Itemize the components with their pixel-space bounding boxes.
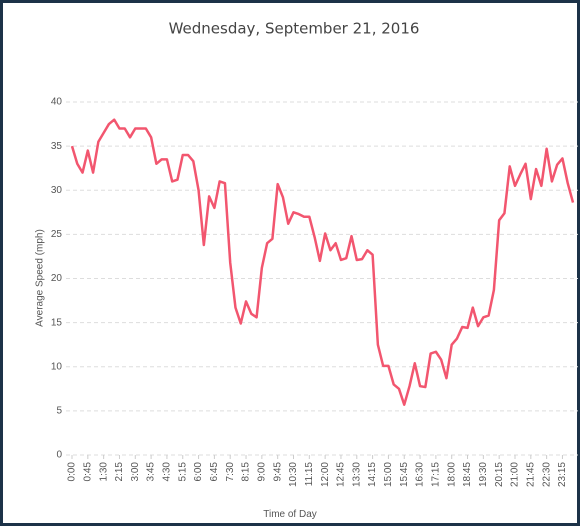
y-axis-label: Average Speed (mph) — [35, 229, 46, 327]
x-tick-label: 4:30 — [162, 462, 173, 482]
x-tick-label: 6:00 — [193, 462, 204, 482]
x-tick-label: 9:45 — [272, 462, 283, 482]
x-tick-label: 7:30 — [225, 462, 236, 482]
x-tick-label: 3:00 — [130, 462, 141, 482]
x-tick-label: 10:30 — [288, 462, 299, 487]
y-tick-label: 25 — [51, 229, 63, 240]
y-tick-label: 40 — [51, 97, 63, 108]
y-tick-label: 30 — [51, 185, 63, 196]
x-tick-label: 21:00 — [510, 462, 521, 487]
chart-title: Wednesday, September 21, 2016 — [169, 20, 420, 38]
y-tick-label: 5 — [56, 406, 62, 417]
x-tick-label: 1:30 — [98, 462, 109, 482]
x-tick-label: 21:45 — [525, 462, 536, 487]
x-tick-label: 2:15 — [114, 462, 125, 482]
x-tick-label: 16:30 — [415, 462, 426, 487]
x-tick-label: 12:00 — [320, 462, 331, 487]
data-line — [70, 118, 575, 406]
x-tick-label: 19:30 — [478, 462, 489, 487]
x-tick-label: 20:15 — [494, 462, 505, 487]
x-tick-label: 15:00 — [383, 462, 394, 487]
x-tick-label: 23:15 — [557, 462, 568, 487]
x-tick-label: 18:45 — [462, 462, 473, 487]
x-tick-label: 12:45 — [336, 462, 347, 487]
y-tick-label: 0 — [56, 450, 62, 461]
x-tick-label: 17:15 — [431, 462, 442, 487]
x-tick-label: 0:00 — [67, 462, 78, 482]
x-tick-label: 6:45 — [209, 462, 220, 482]
y-tick-label: 20 — [51, 273, 63, 284]
x-tick-label: 0:45 — [82, 462, 93, 482]
y-tick-label: 15 — [51, 317, 63, 328]
x-tick-label: 8:15 — [241, 462, 252, 482]
x-tick-label: 18:00 — [446, 462, 457, 487]
y-tick-label: 10 — [51, 361, 63, 372]
x-tick-label: 15:45 — [399, 462, 410, 487]
x-tick-label: 9:00 — [256, 462, 267, 482]
x-tick-label: 3:45 — [146, 462, 157, 482]
x-axis-label: Time of Day — [263, 509, 317, 520]
y-tick-label: 35 — [51, 141, 63, 152]
x-tick-label: 5:15 — [177, 462, 188, 482]
x-tick-label: 11:15 — [304, 462, 315, 487]
x-tick-label: 13:30 — [351, 462, 362, 487]
x-tick-label: 22:30 — [541, 462, 552, 487]
x-tick-label: 14:15 — [367, 462, 378, 487]
